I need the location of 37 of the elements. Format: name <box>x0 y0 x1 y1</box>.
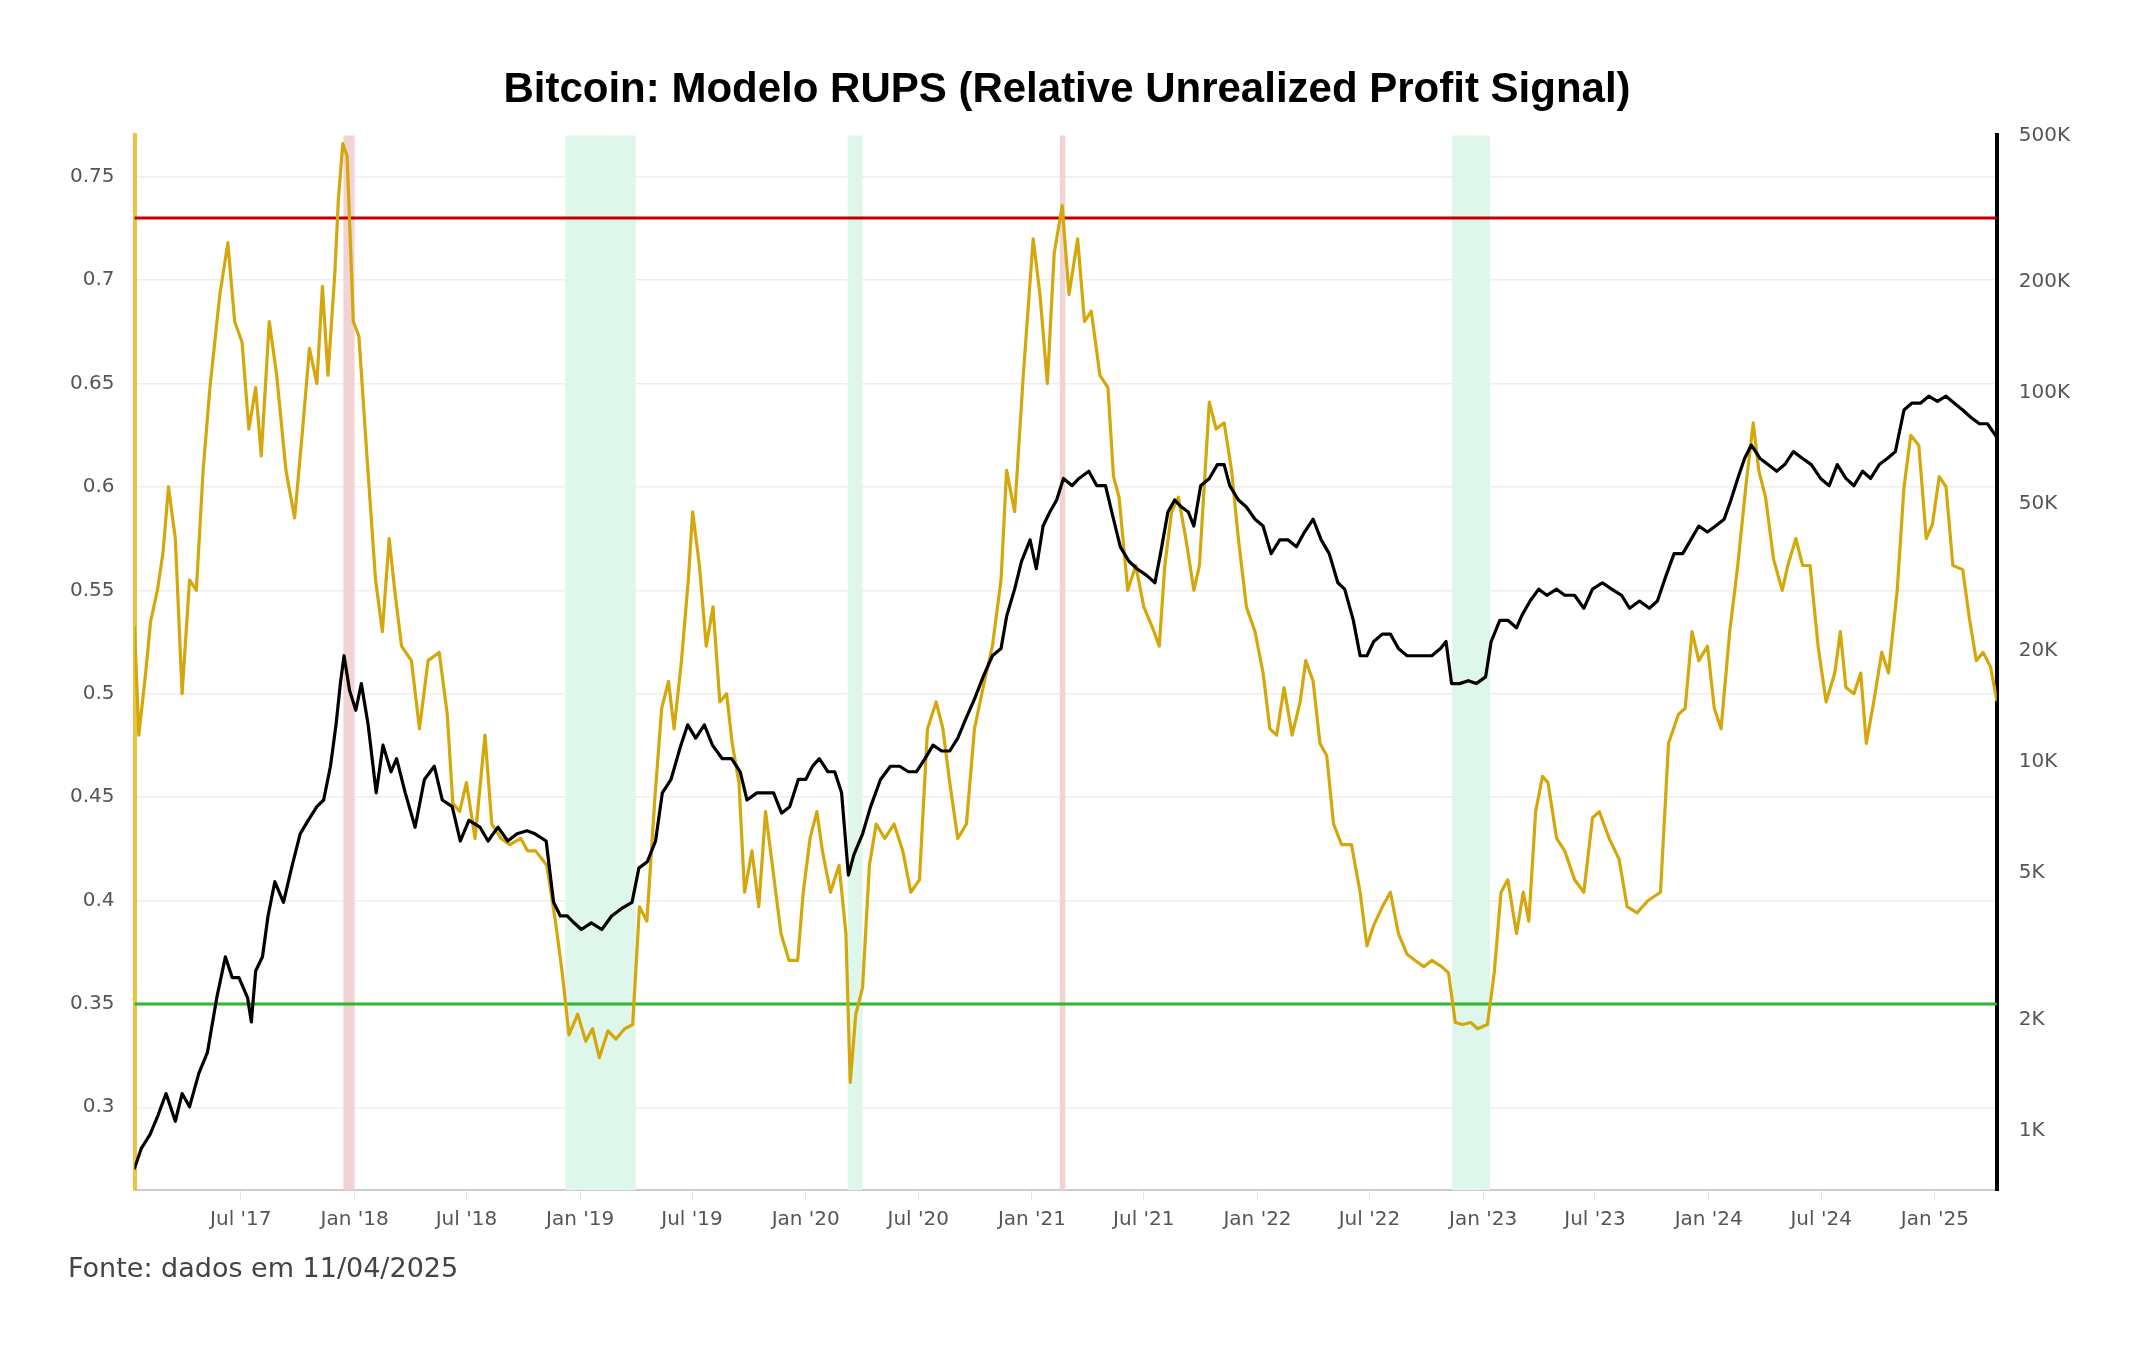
y2-tick-label: 20K <box>2018 637 2059 662</box>
x-tick-label: Jul '20 <box>885 1206 949 1231</box>
x-tick-label: Jan '23 <box>1447 1206 1518 1231</box>
x-tick-label: Jan '18 <box>318 1206 389 1231</box>
y2-tick-label: 500K <box>2018 121 2071 146</box>
y-tick-label: 0.45 <box>70 783 115 808</box>
y2-tick-label: 1K <box>2018 1116 2046 1141</box>
y-tick-label: 0.4 <box>82 886 115 911</box>
x-tick-label: Jan '20 <box>769 1206 840 1231</box>
x-tick-label: Jul '18 <box>433 1206 498 1231</box>
y2-tick-label: 2K <box>2018 1005 2046 1030</box>
y-tick-label: 0.35 <box>70 990 115 1015</box>
x-tick-label: Jul '24 <box>1788 1206 1852 1231</box>
y2-tick-label: 10K <box>2018 748 2059 773</box>
y-tick-label: 0.65 <box>70 369 115 394</box>
y-tick-label: 0.55 <box>70 576 115 601</box>
chart-title: Bitcoin: Modelo RUPS (Relative Unrealized Profit Signal) <box>503 63 1631 111</box>
y2-tick-label: 200K <box>2018 268 2071 293</box>
y-tick-label: 0.75 <box>70 162 115 187</box>
y2-tick-label: 5K <box>2018 859 2046 884</box>
source-note: Fonte: dados em 11/04/2025 <box>68 1252 459 1283</box>
x-tick-label: Jan '22 <box>1221 1206 1292 1231</box>
x-tick-label: Jul '17 <box>208 1206 272 1231</box>
y-tick-label: 0.5 <box>82 679 115 704</box>
x-tick-label: Jan '21 <box>995 1206 1067 1231</box>
y-tick-label: 0.3 <box>82 1093 115 1118</box>
x-tick-label: Jan '19 <box>544 1206 615 1231</box>
x-tick-label: Jul '19 <box>659 1206 723 1231</box>
x-tick-label: Jan '25 <box>1898 1206 1969 1231</box>
y2-tick-label: 50K <box>2018 490 2059 515</box>
x-tick-label: Jul '21 <box>1111 1206 1175 1231</box>
y-tick-label: 0.7 <box>82 266 115 291</box>
x-tick-label: Jul '23 <box>1562 1206 1626 1231</box>
x-tick-label: Jan '24 <box>1672 1206 1743 1231</box>
x-tick-label: Jul '22 <box>1336 1206 1401 1231</box>
y2-tick-label: 100K <box>2018 379 2071 404</box>
y-tick-label: 0.6 <box>82 473 115 498</box>
